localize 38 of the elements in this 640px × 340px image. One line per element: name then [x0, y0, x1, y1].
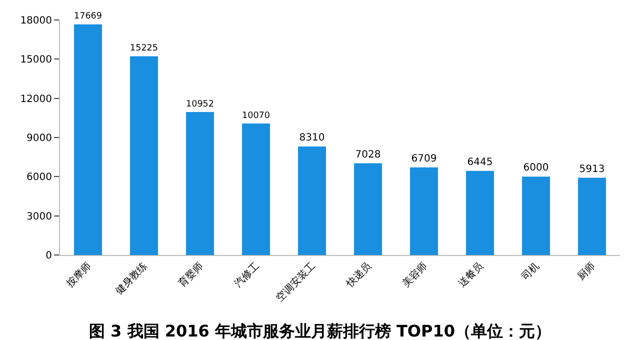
data-label: 7028	[355, 149, 381, 160]
x-tick-label: 空调安装工	[274, 260, 318, 304]
data-label: 17669	[74, 12, 102, 22]
bar	[354, 163, 382, 255]
x-tick-label: 健身教练	[112, 260, 150, 297]
bar	[186, 112, 214, 255]
data-label: 5913	[579, 164, 605, 175]
y-tick-label: 6000	[26, 172, 52, 184]
y-tick-label: 18000	[20, 16, 52, 26]
y-tick-label: 3000	[26, 211, 52, 222]
data-label: 15225	[130, 44, 158, 54]
bar	[74, 24, 102, 255]
y-tick-label: 9000	[26, 133, 52, 144]
bar	[522, 176, 550, 255]
x-tick-label: 汽修工	[232, 260, 262, 290]
x-tick-label: 送餐员	[456, 260, 486, 290]
x-tick-label: 快递员	[343, 260, 374, 291]
text: 图 3 我国 2016 年城市服务业月薪排行榜 TOP10（单位：元）	[88, 322, 552, 340]
x-tick-label: 按摩师	[64, 260, 94, 290]
bar	[410, 167, 438, 255]
bar	[578, 178, 606, 255]
data-label: 10070	[242, 110, 270, 121]
y-tick-label: 12000	[20, 94, 52, 105]
x-tick-label: 育婴师	[176, 260, 206, 290]
bar	[298, 146, 326, 255]
data-label: 6445	[467, 156, 493, 168]
x-tick-label: 司机	[519, 260, 542, 283]
bar	[242, 124, 270, 255]
bar	[130, 56, 158, 255]
bar	[466, 170, 494, 255]
x-tick-label: 厨师	[576, 260, 598, 283]
y-tick-label: 15000	[20, 54, 52, 66]
y-tick-label: 0	[46, 250, 52, 262]
data-label: 6000	[523, 162, 549, 174]
data-label: 10952	[186, 99, 214, 110]
data-label: 6709	[411, 153, 437, 164]
data-label: 8310	[299, 132, 325, 144]
x-tick-label: 美容师	[400, 260, 430, 290]
